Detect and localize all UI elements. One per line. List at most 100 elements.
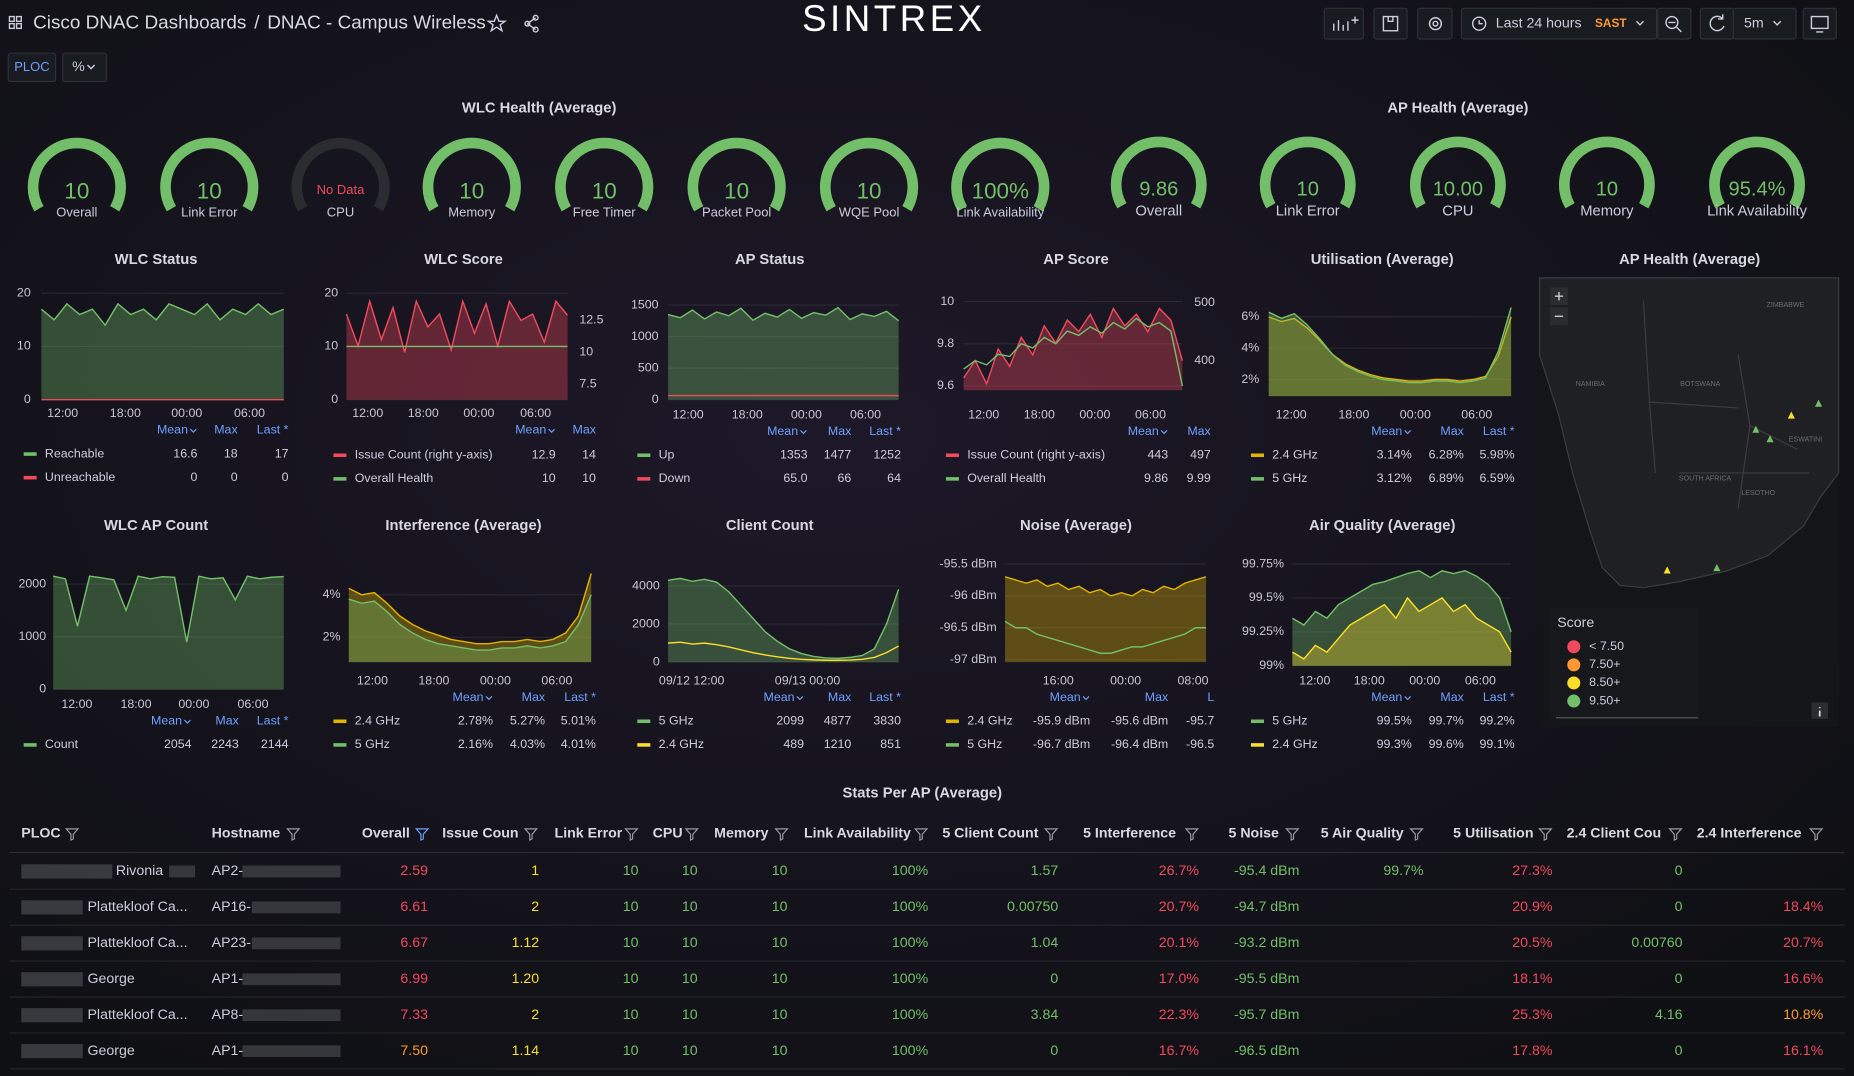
legend-header[interactable]: Max bbox=[1440, 690, 1464, 704]
legend-name[interactable]: Down bbox=[659, 471, 691, 485]
column-header[interactable]: 2.4 Client Cou bbox=[1567, 825, 1662, 841]
map-region-label: NAMIBIA bbox=[1576, 380, 1605, 388]
legend-name[interactable]: 5 GHz bbox=[659, 714, 694, 728]
refresh-button[interactable] bbox=[1699, 7, 1734, 40]
legend-header[interactable]: Max bbox=[522, 690, 546, 704]
column-header[interactable]: Issue Coun bbox=[442, 825, 518, 841]
column-header[interactable]: 2.4 Interference bbox=[1697, 825, 1802, 841]
legend-name[interactable]: 5 GHz bbox=[1272, 714, 1307, 728]
tv-mode-button[interactable] bbox=[1802, 7, 1837, 40]
legend-name[interactable]: Issue Count (right y-axis) bbox=[967, 448, 1105, 462]
dashboard-title: DNAC - Campus Wireless bbox=[267, 13, 486, 34]
legend-name[interactable]: Overall Health bbox=[967, 471, 1046, 485]
legend-header[interactable]: Last * bbox=[869, 424, 901, 438]
column-header[interactable]: 5 Client Count bbox=[942, 825, 1038, 841]
zoom-out-button[interactable] bbox=[1657, 7, 1692, 40]
legend-name[interactable]: Issue Count (right y-axis) bbox=[355, 448, 493, 462]
variable-select[interactable] bbox=[62, 52, 108, 83]
settings-button[interactable] bbox=[1417, 7, 1453, 40]
refresh-interval[interactable] bbox=[1732, 7, 1797, 40]
legend-header[interactable]: Mean bbox=[515, 423, 546, 437]
legend-header[interactable]: Last * bbox=[257, 423, 289, 437]
legend-header[interactable]: Last * bbox=[564, 690, 596, 704]
time-picker[interactable] bbox=[1460, 7, 1658, 40]
cell: -95.5 dBm bbox=[1234, 971, 1299, 987]
gauge-arc bbox=[1259, 136, 1356, 209]
column-header[interactable]: Link Availability bbox=[804, 825, 911, 841]
add-panel-button[interactable] bbox=[1323, 7, 1364, 40]
legend-header[interactable]: Max bbox=[1145, 690, 1169, 704]
legend-header[interactable]: Mean bbox=[1128, 424, 1159, 438]
column-header[interactable]: Hostname bbox=[212, 825, 281, 841]
column-header[interactable]: 5 Air Quality bbox=[1321, 825, 1404, 841]
sort-chevron bbox=[184, 719, 191, 724]
y-tick-label: -97 dBm bbox=[950, 652, 997, 666]
legend-header[interactable]: Last * bbox=[257, 714, 289, 728]
column-header[interactable]: Link Error bbox=[555, 825, 623, 841]
legend-header[interactable]: Mean bbox=[1371, 424, 1402, 438]
legend-stat: 18 bbox=[224, 446, 238, 460]
cell: 0 bbox=[1675, 863, 1683, 879]
column-header[interactable]: CPU bbox=[653, 825, 683, 841]
legend-name[interactable]: Up bbox=[659, 448, 675, 462]
legend-stat: 99.6% bbox=[1429, 737, 1464, 751]
legend-header[interactable]: Mean bbox=[151, 714, 182, 728]
legend-header[interactable]: Mean bbox=[453, 690, 484, 704]
time-range[interactable]: Last 24 hours bbox=[1496, 15, 1582, 31]
legend-name[interactable]: 2.4 GHz bbox=[1272, 737, 1318, 751]
legend-header[interactable]: Mean bbox=[767, 424, 798, 438]
legend-header[interactable]: Mean bbox=[157, 423, 188, 437]
legend-header[interactable]: Last * bbox=[1483, 690, 1515, 704]
map-region-label: ZIMBABWE bbox=[1767, 301, 1805, 309]
gauge-value: 95.4% bbox=[1729, 179, 1786, 201]
legend-name[interactable]: 5 GHz bbox=[967, 737, 1002, 751]
legend-name[interactable]: 2.4 GHz bbox=[967, 714, 1013, 728]
legend-header[interactable]: L bbox=[1207, 690, 1214, 704]
column-header[interactable]: 5 Interference bbox=[1083, 825, 1176, 841]
breadcrumb-parent[interactable]: Cisco DNAC Dashboards bbox=[33, 13, 246, 34]
legend-name[interactable]: 2.4 GHz bbox=[659, 737, 705, 751]
legend-header[interactable]: Last * bbox=[869, 690, 901, 704]
x-tick-label: 09/12 12:00 bbox=[659, 673, 725, 687]
save-button[interactable] bbox=[1373, 7, 1408, 40]
legend-header[interactable]: Mean bbox=[1050, 690, 1081, 704]
legend-header[interactable]: Max bbox=[1187, 424, 1211, 438]
legend-header[interactable]: Max bbox=[1440, 424, 1464, 438]
legend-name[interactable]: 5 GHz bbox=[1272, 471, 1307, 485]
redacted bbox=[242, 973, 341, 986]
column-header[interactable]: PLOC bbox=[21, 825, 60, 841]
legend-header[interactable]: Last * bbox=[1483, 424, 1515, 438]
legend-stat: -95.9 dBm bbox=[1033, 714, 1090, 728]
legend-header[interactable]: Max bbox=[572, 423, 596, 437]
variable-value[interactable]: % bbox=[72, 59, 85, 75]
refresh-interval-label[interactable]: 5m bbox=[1744, 15, 1764, 31]
legend-header[interactable]: Max bbox=[828, 424, 852, 438]
legend-name[interactable]: 2.4 GHz bbox=[1272, 448, 1318, 462]
column-header[interactable]: Memory bbox=[714, 825, 768, 841]
legend-header[interactable]: Mean bbox=[1371, 690, 1402, 704]
column-header[interactable]: 5 Utilisation bbox=[1453, 825, 1533, 841]
legend-name[interactable]: Overall Health bbox=[355, 471, 434, 485]
legend-header[interactable]: Max bbox=[214, 423, 238, 437]
legend-name[interactable]: Reachable bbox=[45, 446, 104, 460]
gauge-label: Link Availability bbox=[956, 204, 1044, 219]
gauge-label: Overall bbox=[1135, 204, 1182, 220]
legend-header[interactable]: Max bbox=[215, 714, 239, 728]
legend-header[interactable]: Mean bbox=[764, 690, 795, 704]
column-header[interactable]: Overall bbox=[362, 825, 410, 841]
legend-stat: 4.03% bbox=[510, 737, 545, 751]
column-header[interactable]: 5 Noise bbox=[1229, 825, 1280, 841]
area-fill bbox=[668, 578, 899, 663]
cell: 16.7% bbox=[1159, 1043, 1200, 1059]
legend-name[interactable]: 2.4 GHz bbox=[355, 714, 401, 728]
filter-icon bbox=[286, 828, 301, 842]
legend-name[interactable]: 5 GHz bbox=[355, 737, 390, 751]
legend-name[interactable]: Unreachable bbox=[45, 470, 115, 484]
star-icon[interactable] bbox=[486, 13, 508, 33]
legend-name[interactable]: Count bbox=[45, 737, 79, 751]
legend-header[interactable]: Max bbox=[828, 690, 852, 704]
legend-swatch bbox=[333, 453, 347, 458]
gauge-value: 10.00 bbox=[1433, 179, 1483, 201]
legend-stat: 99.1% bbox=[1479, 737, 1514, 751]
legend-stat: 99.2% bbox=[1479, 714, 1514, 728]
